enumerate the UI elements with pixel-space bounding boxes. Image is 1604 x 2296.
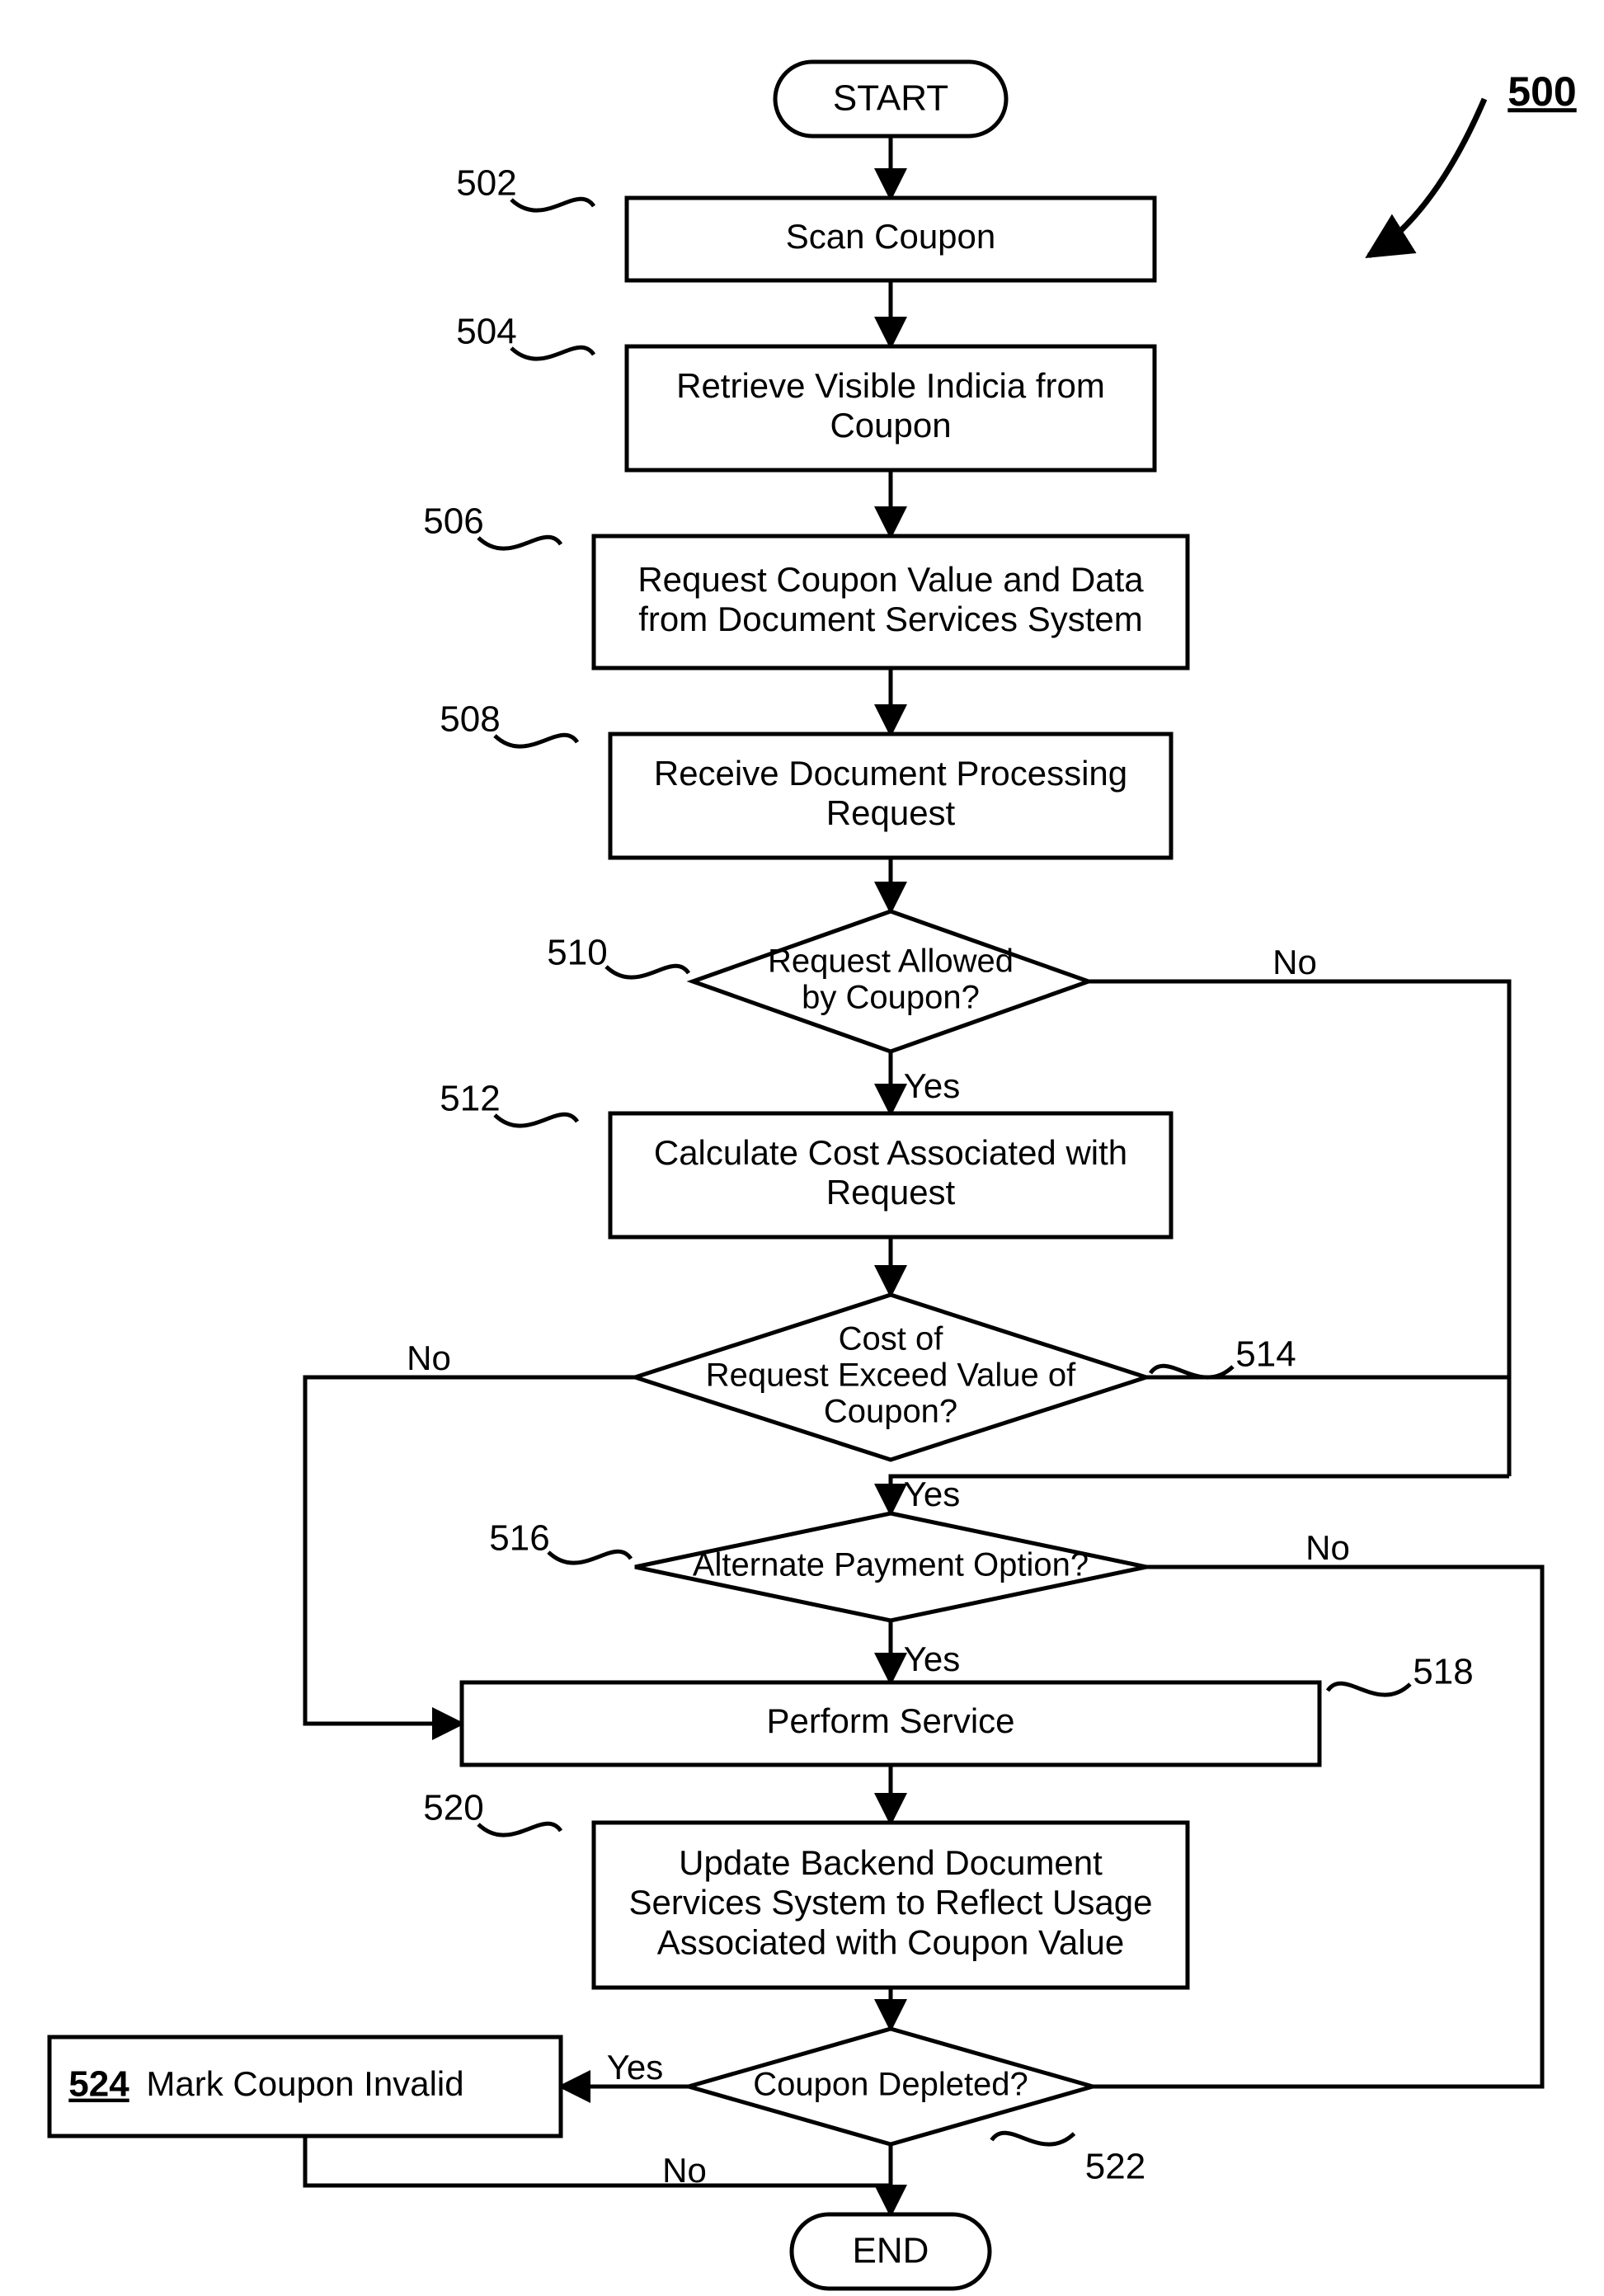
flowchart-diagram: START Scan Coupon Retrieve Visible Indicia… [0, 0, 1604, 2296]
svg-text:Calculate Cost Associated with: Calculate Cost Associated with [654, 1133, 1127, 1172]
svg-text:522: 522 [1085, 2147, 1145, 2187]
svg-text:No: No [407, 1339, 451, 1377]
svg-text:Request Coupon Value and Data: Request Coupon Value and Data [637, 560, 1144, 599]
svg-text:Request Exceed Value of: Request Exceed Value of [706, 1357, 1076, 1394]
svg-text:No: No [1305, 1528, 1350, 1567]
svg-text:START: START [833, 78, 948, 119]
svg-text:Mark Coupon Invalid: Mark Coupon Invalid [146, 2064, 463, 2103]
svg-text:516: 516 [489, 1518, 549, 1559]
svg-text:Services System to Reflect Usa: Services System to Reflect Usage [629, 1883, 1153, 1922]
ref-502: 502 [456, 163, 516, 204]
svg-text:Yes: Yes [904, 1640, 961, 1678]
ref-504: 504 [456, 312, 516, 352]
ref-506: 506 [423, 501, 483, 542]
svg-text:No: No [662, 2151, 707, 2190]
svg-text:514: 514 [1235, 1334, 1296, 1375]
svg-text:Coupon: Coupon [830, 406, 951, 445]
ref-512: 512 [440, 1079, 500, 1119]
svg-text:Yes: Yes [904, 1475, 961, 1513]
svg-text:Retrieve Visible Indicia from: Retrieve Visible Indicia from [676, 366, 1105, 405]
ref-508: 508 [440, 699, 500, 740]
edge [305, 2136, 891, 2214]
edge [891, 1476, 1509, 1513]
svg-text:Request: Request [826, 793, 956, 832]
figure-number: 500 [1508, 68, 1576, 115]
svg-text:Update Backend Document: Update Backend Document [679, 1843, 1103, 1882]
svg-text:524: 524 [68, 2064, 129, 2105]
svg-text:from Document Services System: from Document Services System [638, 600, 1143, 638]
svg-text:END: END [853, 2231, 929, 2271]
svg-text:Associated with Coupon Value: Associated with Coupon Value [657, 1922, 1125, 1961]
svg-text:Yes: Yes [607, 2048, 664, 2087]
svg-text:Request Allowed: Request Allowed [768, 943, 1014, 980]
svg-text:Scan Coupon: Scan Coupon [786, 217, 996, 256]
svg-text:518: 518 [1413, 1652, 1473, 1692]
svg-text:Alternate Payment Option?: Alternate Payment Option? [693, 1547, 1089, 1583]
svg-text:Yes: Yes [904, 1066, 961, 1105]
svg-text:Receive Document Processing: Receive Document Processing [654, 754, 1127, 793]
svg-text:Perform Service: Perform Service [766, 1701, 1014, 1740]
svg-text:Coupon Depleted?: Coupon Depleted? [753, 2067, 1028, 2103]
svg-text:510: 510 [547, 933, 607, 973]
svg-text:Request: Request [826, 1173, 956, 1212]
figure-pointer-arrow [1369, 99, 1484, 256]
svg-text:Coupon?: Coupon? [824, 1394, 957, 1430]
svg-text:Cost of: Cost of [839, 1321, 944, 1357]
edge [305, 1377, 635, 1724]
svg-text:No: No [1272, 943, 1317, 981]
ref-520: 520 [423, 1788, 483, 1828]
svg-text:by Coupon?: by Coupon? [802, 980, 980, 1016]
edge [1146, 1377, 1509, 1476]
